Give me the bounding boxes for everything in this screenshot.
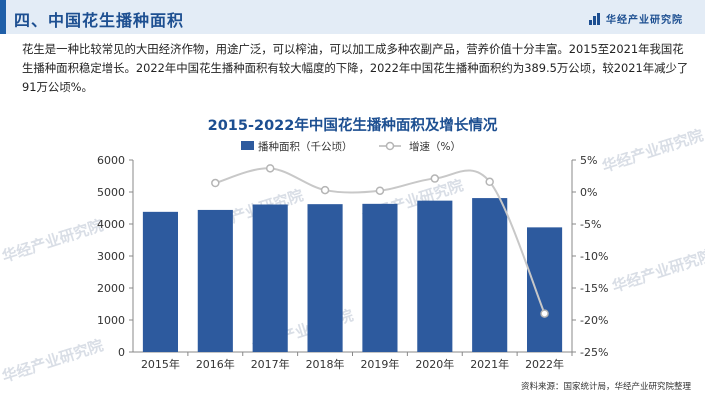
- chart-title: 2015-2022年中国花生播种面积及增长情况: [207, 118, 498, 134]
- x-tick-label: 2021年: [470, 357, 509, 371]
- legend-label-bars: 播种面积（千公顷）: [258, 140, 353, 153]
- y-left-tick-label: 4000: [97, 218, 125, 231]
- bar: [472, 198, 508, 352]
- bar: [197, 209, 233, 352]
- brand-name: 华经产业研究院: [606, 15, 683, 26]
- growth-point: [430, 174, 440, 183]
- y-right-tick-label: -5%: [580, 218, 601, 231]
- legend-swatch-bars: [241, 141, 254, 150]
- source-note: 资料来源：国家统计局，华经产业研究院整理: [520, 382, 691, 392]
- section-title: 四、中国花生播种面积: [14, 11, 185, 30]
- legend-label-line: 增速（%）: [409, 140, 461, 153]
- header-bar: 四、中国花生播种面积 华经产业研究院: [0, 0, 705, 34]
- header-accent-stripe: [0, 0, 6, 34]
- y-right-tick-label: -15%: [580, 282, 608, 295]
- y-right-tick-label: -20%: [580, 314, 608, 327]
- growth-point: [540, 309, 549, 318]
- x-tick-label: 2015年: [141, 357, 180, 371]
- y-left-tick-label: 2000: [97, 282, 125, 295]
- bar: [252, 204, 288, 352]
- bar: [142, 211, 178, 352]
- growth-point: [375, 186, 385, 195]
- y-right-tick-label: 5%: [580, 154, 597, 167]
- y-left-tick-label: 6000: [97, 154, 125, 167]
- bar: [527, 227, 563, 352]
- bar: [417, 200, 453, 352]
- growth-point: [485, 177, 494, 187]
- x-tick-label: 2016年: [196, 357, 235, 371]
- growth-point: [265, 164, 275, 173]
- y-left-tick-label: 1000: [97, 314, 125, 327]
- bar: [307, 204, 343, 352]
- x-tick-label: 2019年: [360, 357, 399, 371]
- y-right-tick-label: -25%: [580, 346, 608, 359]
- y-left-tick-label: 0: [118, 346, 125, 359]
- y-left-tick-label: 3000: [97, 250, 125, 263]
- brand: 华经产业研究院: [589, 11, 683, 26]
- legend-marker-line: [385, 141, 395, 151]
- y-right-tick-label: 0%: [580, 186, 597, 199]
- bar: [362, 203, 398, 352]
- x-tick-label: 2018年: [306, 357, 345, 371]
- bar-chart-icon: [589, 12, 600, 25]
- x-tick-label: 2020年: [415, 357, 454, 371]
- growth-point: [320, 185, 330, 195]
- y-right-tick-label: -10%: [580, 250, 608, 263]
- x-tick-label: 2022年: [525, 357, 564, 371]
- y-left-tick-label: 5000: [97, 186, 125, 199]
- x-tick-label: 2017年: [251, 357, 290, 371]
- intro-paragraph: 花生是一种比较常见的大田经济作物，用途广泛，可以榨油，可以加工成多种农副产品，营…: [22, 42, 689, 94]
- growth-point: [211, 178, 220, 188]
